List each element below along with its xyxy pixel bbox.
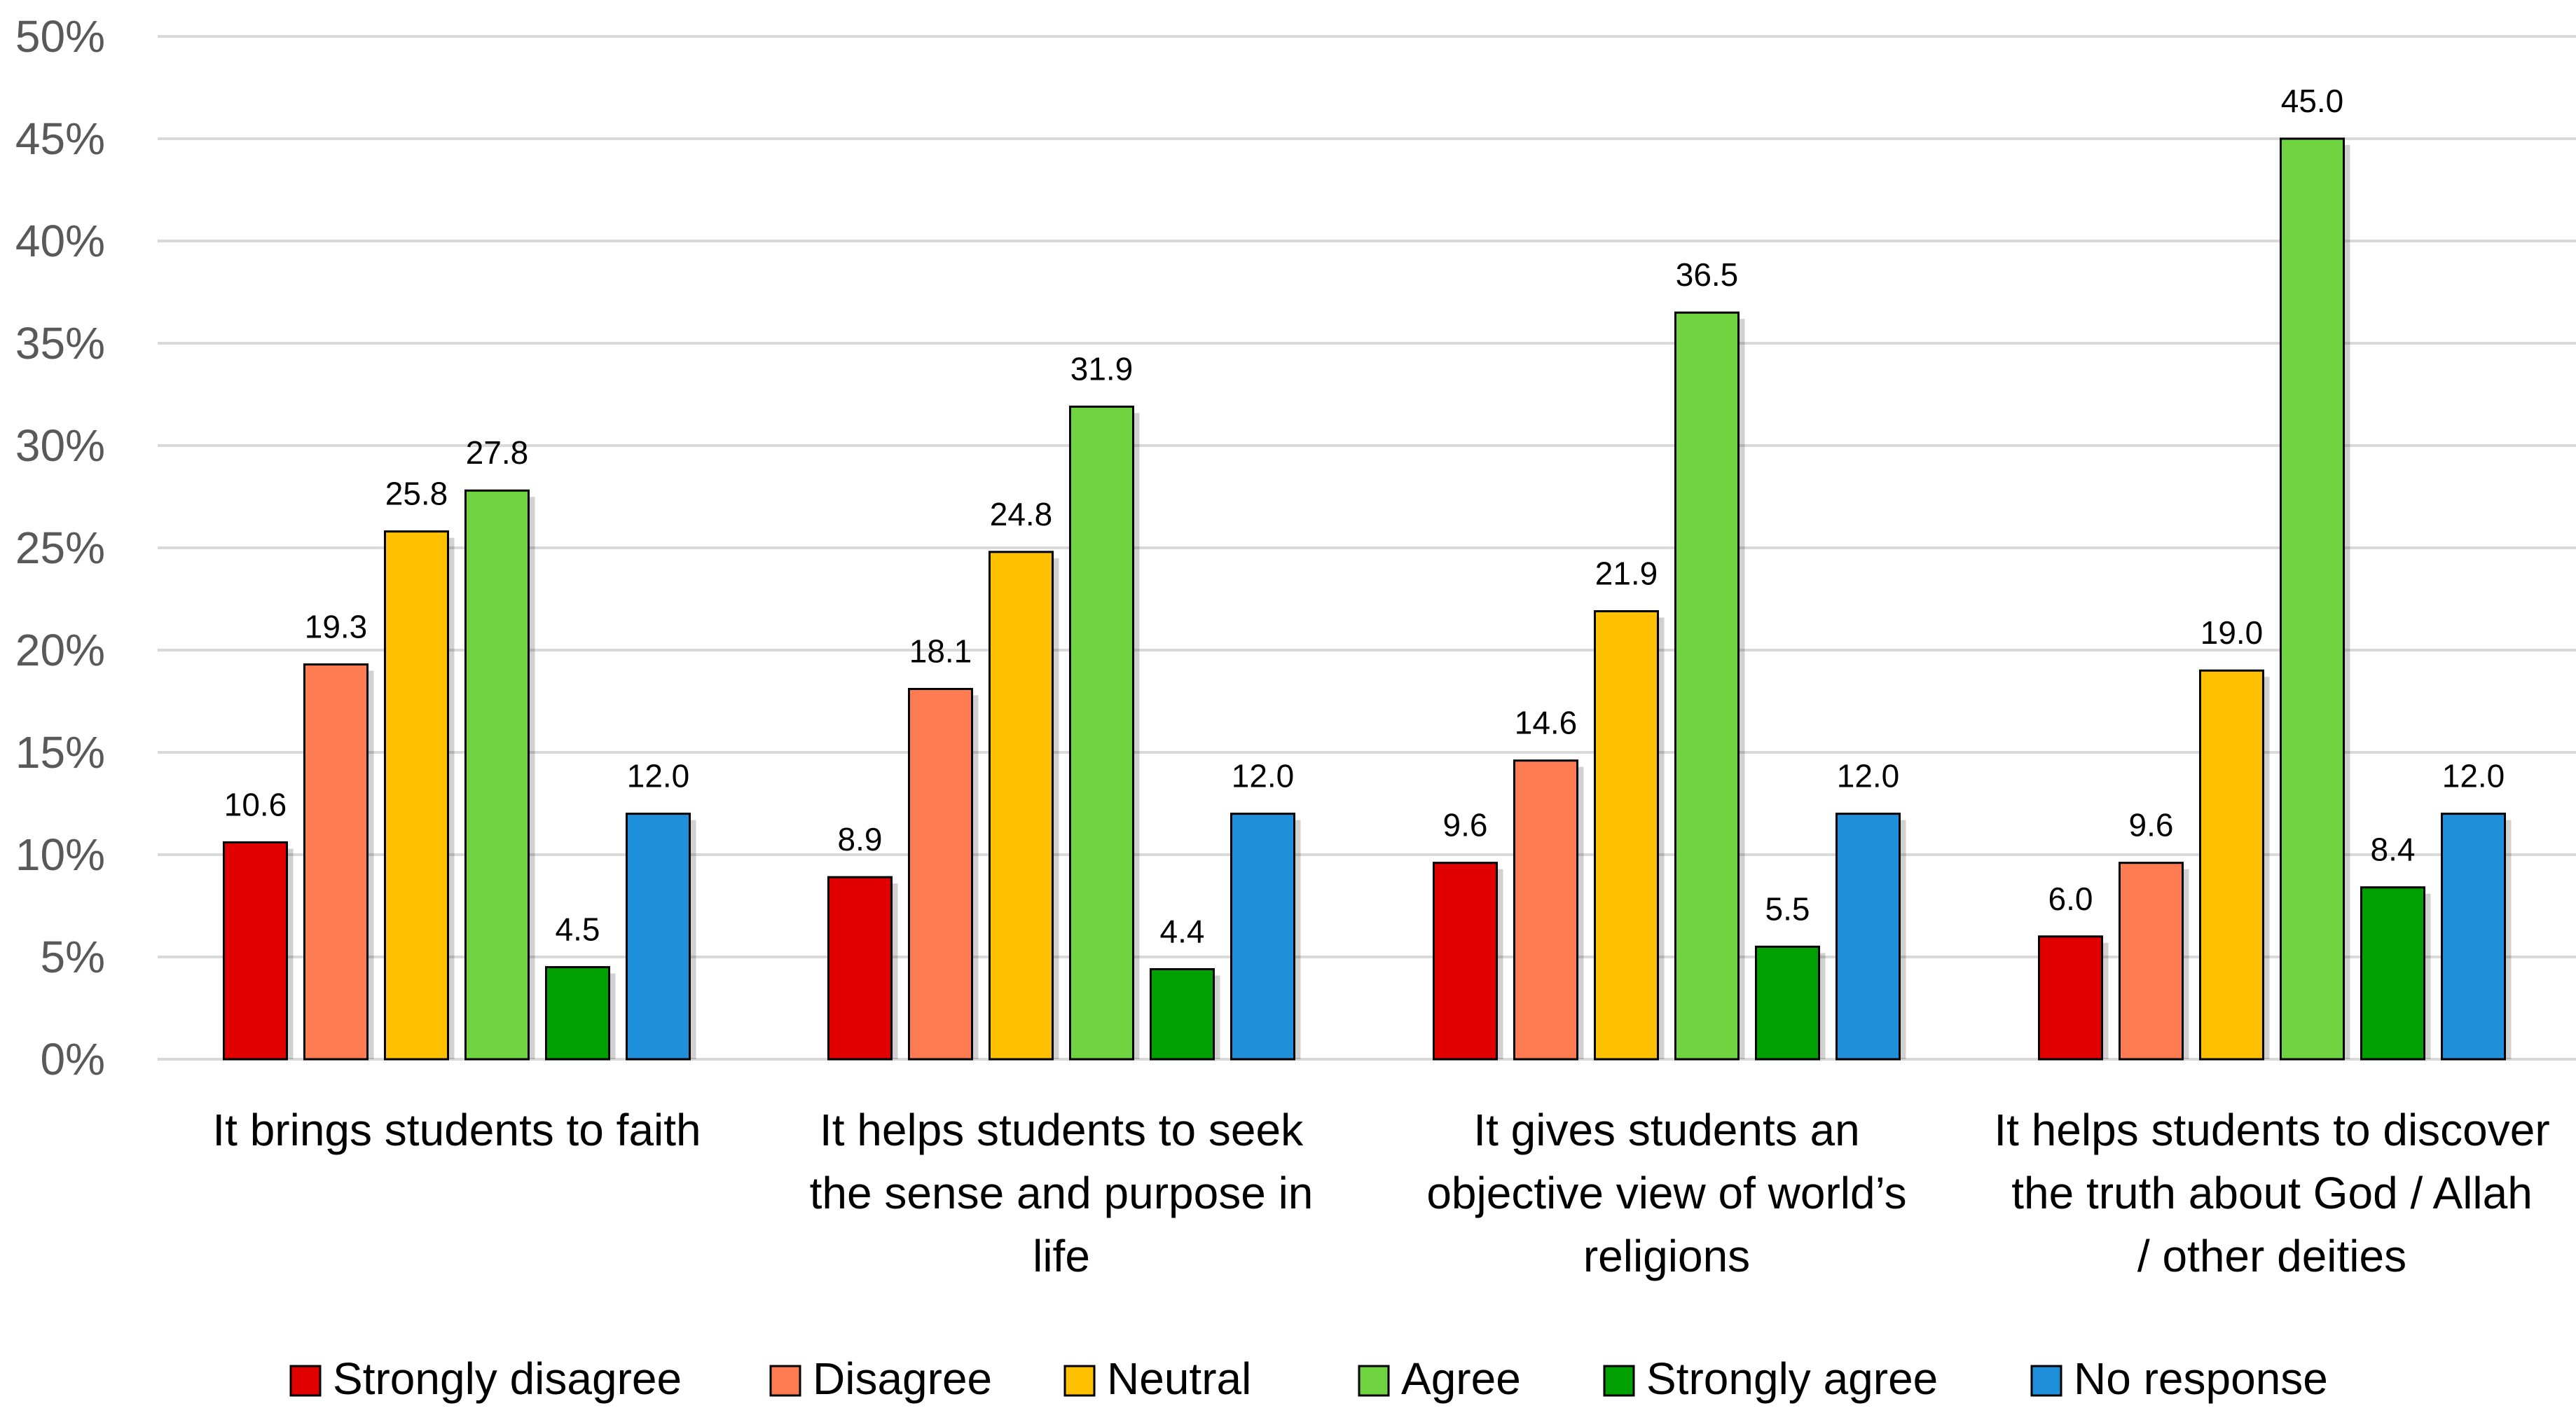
- data-label: 8.4: [2371, 832, 2416, 868]
- y-tick-label: 10%: [15, 829, 105, 880]
- bar: [1433, 862, 1498, 1061]
- bar: [384, 530, 449, 1061]
- bar: [2360, 886, 2425, 1061]
- legend-label: Disagree: [813, 1353, 992, 1404]
- bar: [223, 841, 288, 1061]
- category-labels: It brings students to faith It helps stud…: [212, 1105, 2549, 1281]
- bar: [1150, 968, 1215, 1061]
- data-label: 12.0: [1837, 758, 1900, 794]
- y-axis: 0% 5% 10% 15% 20% 25% 30% 35% 40% 45% 50%: [15, 11, 105, 1084]
- category-label: It helps students to discover the truth a…: [1994, 1105, 2549, 1281]
- data-labels: 10.6 8.9 9.6 6.0 19.3 18.1 14.6 9.6 25.8 24.8 21.9…: [224, 83, 2505, 950]
- bar: [1594, 610, 1659, 1061]
- legend-swatch: [1358, 1365, 1390, 1397]
- data-label: 8.9: [838, 821, 883, 857]
- y-tick-label: 40%: [15, 216, 105, 266]
- data-label: 10.6: [224, 786, 287, 822]
- bar: [1230, 813, 1295, 1061]
- data-label: 19.0: [2200, 614, 2264, 651]
- data-label: 31.9: [1070, 351, 1134, 387]
- data-label: 18.1: [909, 633, 972, 669]
- y-tick-label: 35%: [15, 318, 105, 368]
- data-label: 9.6: [2129, 807, 2174, 843]
- legend-swatch: [2030, 1365, 2062, 1397]
- gridlines: [158, 35, 2576, 1061]
- bar: [989, 551, 1054, 1061]
- data-label: 14.6: [1515, 705, 1578, 741]
- data-label: 4.5: [556, 911, 600, 948]
- legend-swatch: [1063, 1365, 1096, 1397]
- legend-label: Strongly disagree: [333, 1353, 682, 1404]
- bar: [2038, 935, 2103, 1061]
- bar: [1069, 406, 1134, 1061]
- legend-swatch: [769, 1365, 801, 1397]
- bars: [223, 137, 2512, 1061]
- data-label: 45.0: [2281, 83, 2344, 119]
- data-label: 21.9: [1595, 556, 1658, 592]
- legend-label: Strongly agree: [1646, 1353, 1938, 1404]
- legend-swatch: [289, 1365, 322, 1397]
- data-label: 6.0: [2048, 881, 2093, 917]
- y-tick-label: 20%: [15, 625, 105, 675]
- data-label: 12.0: [627, 758, 690, 794]
- bar: [464, 489, 530, 1061]
- y-tick-label: 15%: [15, 727, 105, 778]
- bar: [1755, 945, 1820, 1061]
- bar: [545, 966, 610, 1061]
- legend-swatch: [1603, 1365, 1635, 1397]
- bar: [626, 813, 691, 1061]
- data-label: 25.8: [385, 476, 448, 512]
- data-label: 5.5: [1765, 890, 1810, 927]
- bar: [827, 876, 893, 1061]
- bar: [2119, 862, 2184, 1061]
- category-label: It brings students to faith: [212, 1105, 701, 1155]
- y-tick-label: 0%: [41, 1034, 106, 1084]
- data-label: 4.4: [1160, 914, 1205, 950]
- category-label: It gives students an objective view of wo…: [1426, 1105, 1906, 1281]
- y-tick-label: 50%: [15, 11, 105, 62]
- bar: [303, 663, 369, 1061]
- bar: [2280, 137, 2345, 1061]
- legend-label: Neutral: [1107, 1353, 1251, 1404]
- legend: Strongly disagree Disagree Neutral Agree Str…: [289, 1353, 2328, 1404]
- y-tick-label: 25%: [15, 523, 105, 573]
- category-label: It helps students to seek the sense and p…: [810, 1105, 1314, 1281]
- data-label: 19.3: [305, 608, 368, 644]
- bar: [1513, 759, 1578, 1061]
- data-label: 12.0: [2442, 758, 2505, 794]
- bar: [1674, 311, 1740, 1061]
- y-tick-label: 30%: [15, 420, 105, 471]
- y-tick-label: 45%: [15, 113, 105, 164]
- data-label: 12.0: [1232, 758, 1295, 794]
- data-label: 27.8: [466, 434, 529, 471]
- data-label: 9.6: [1443, 807, 1488, 843]
- data-label: 36.5: [1676, 256, 1739, 293]
- bar: [2199, 669, 2264, 1061]
- bar: [2441, 813, 2506, 1061]
- y-tick-label: 5%: [41, 932, 106, 982]
- bar: [1835, 813, 1901, 1061]
- legend-label: No response: [2074, 1353, 2328, 1404]
- bar: [908, 687, 973, 1061]
- data-label: 24.8: [990, 496, 1053, 532]
- legend-label: Agree: [1401, 1353, 1521, 1404]
